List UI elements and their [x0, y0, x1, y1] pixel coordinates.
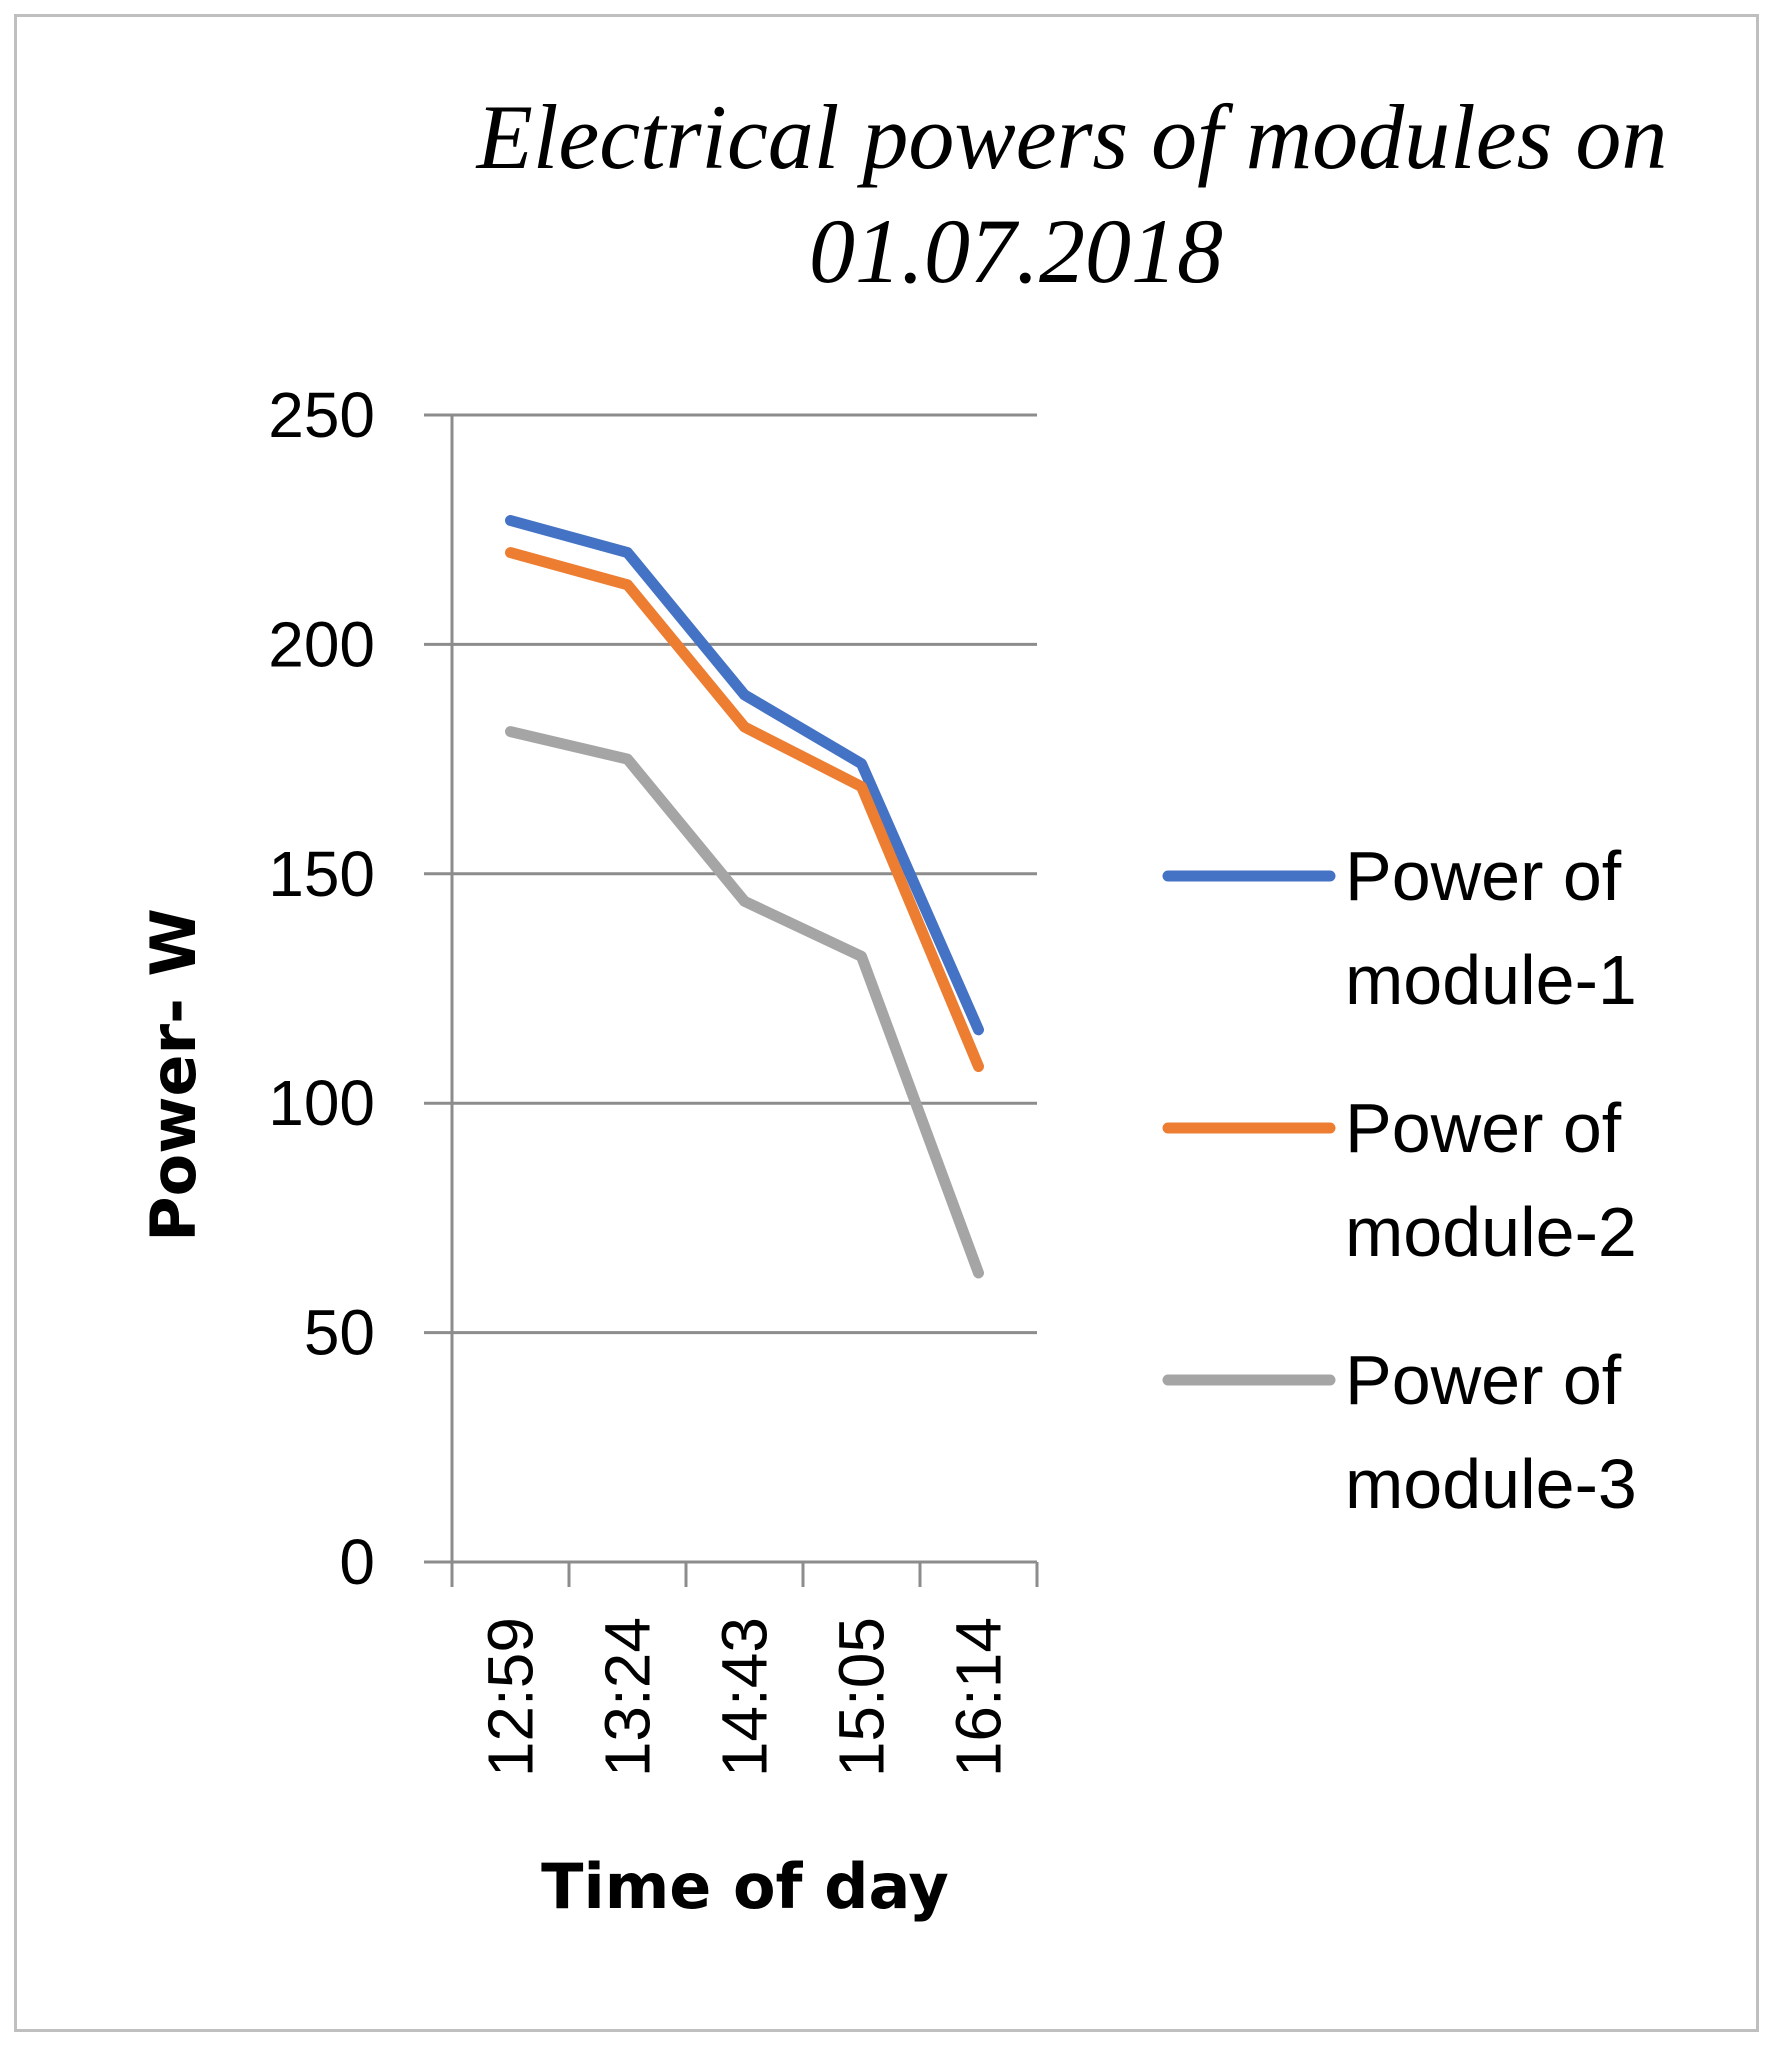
axes: 0 50 100 150 200 250 12:59 13:24 14:43 15:05 16:14 — [268, 379, 1039, 1777]
y-tick-label: 50 — [304, 1297, 375, 1369]
chart-title-line-2: 01.07.2018 — [809, 200, 1223, 302]
legend-label-module-3: module-3 — [1345, 1445, 1637, 1523]
y-tick-label: 150 — [268, 838, 375, 910]
gridlines — [424, 413, 1037, 1335]
x-tick-label: 15:05 — [826, 1617, 898, 1777]
x-tick-label: 12:59 — [475, 1617, 547, 1777]
series-line-module-1 — [505, 515, 984, 1036]
legend-label-module-2: Power of — [1345, 1089, 1622, 1167]
y-tick-label: 0 — [339, 1526, 375, 1598]
legend: Power of module-1 Power of module-2 Power of… — [1162, 837, 1637, 1523]
series-line-module-3 — [505, 726, 984, 1279]
y-tick-label: 200 — [268, 608, 375, 680]
series-line-module-2 — [505, 547, 984, 1072]
legend-label-module-2: module-2 — [1345, 1193, 1637, 1271]
y-axis-title: Power- W — [137, 908, 210, 1242]
x-tick-label: 13:24 — [592, 1617, 664, 1777]
legend-label-module-3: Power of — [1345, 1341, 1622, 1419]
plot-series — [505, 515, 984, 1279]
legend-label-module-1: module-1 — [1345, 941, 1637, 1019]
x-tick-label: 16:14 — [943, 1617, 1015, 1777]
y-tick-label: 100 — [268, 1067, 375, 1139]
legend-label-module-1: Power of — [1345, 837, 1622, 915]
x-axis-title: Time of day — [541, 1850, 949, 1923]
y-tick-label: 250 — [268, 379, 375, 451]
x-tick-label: 14:43 — [709, 1617, 781, 1777]
chart-title-line-1: Electrical powers of modules on — [475, 86, 1668, 188]
